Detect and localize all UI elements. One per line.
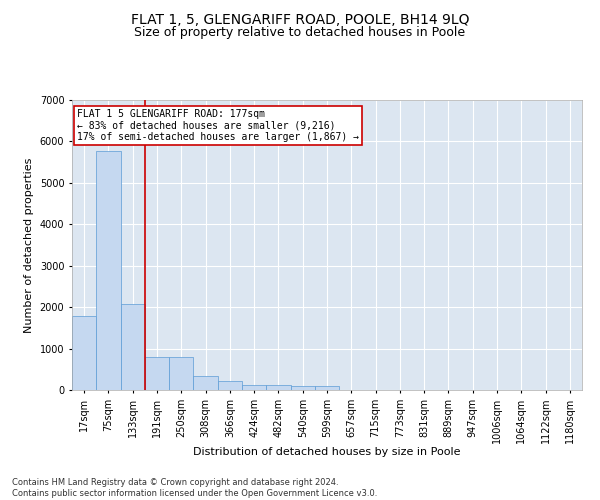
Bar [121,304,145,390]
Bar [169,357,193,390]
Bar [193,376,218,390]
Bar [72,316,96,390]
Bar [96,150,121,390]
Text: FLAT 1, 5, GLENGARIFF ROAD, POOLE, BH14 9LQ: FLAT 1, 5, GLENGARIFF ROAD, POOLE, BH14 … [131,12,469,26]
Bar [145,357,169,390]
Text: Contains HM Land Registry data © Crown copyright and database right 2024.
Contai: Contains HM Land Registry data © Crown c… [12,478,377,498]
Text: Size of property relative to detached houses in Poole: Size of property relative to detached ho… [134,26,466,39]
Bar [218,382,242,390]
Bar [242,384,266,390]
Y-axis label: Number of detached properties: Number of detached properties [24,158,34,332]
Bar [290,386,315,390]
Bar [315,386,339,390]
X-axis label: Distribution of detached houses by size in Poole: Distribution of detached houses by size … [193,448,461,458]
Text: FLAT 1 5 GLENGARIFF ROAD: 177sqm
← 83% of detached houses are smaller (9,216)
17: FLAT 1 5 GLENGARIFF ROAD: 177sqm ← 83% o… [77,108,359,142]
Bar [266,386,290,390]
